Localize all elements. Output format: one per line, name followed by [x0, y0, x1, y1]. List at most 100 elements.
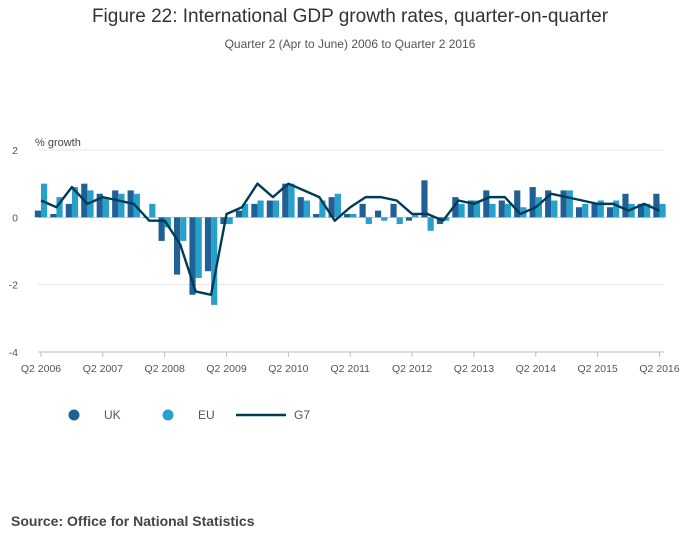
eu-bar	[56, 197, 63, 218]
eu-bar	[242, 203, 249, 218]
uk-bar	[467, 200, 474, 218]
bar-series	[34, 180, 666, 305]
legend-marker-eu	[162, 409, 174, 421]
uk-bar	[282, 183, 289, 218]
eu-bar	[257, 200, 264, 218]
uk-bar	[405, 217, 413, 221]
uk-bar	[653, 193, 660, 218]
uk-bar	[50, 213, 57, 218]
x-tick-label: Q2 2015	[577, 363, 617, 375]
eu-bar	[566, 190, 573, 218]
uk-bar	[65, 203, 72, 218]
uk-bar	[96, 193, 103, 218]
y-tick-label: -4	[9, 347, 18, 359]
eu-bar	[396, 217, 403, 225]
y-tick-label: 2	[12, 145, 18, 157]
uk-bar	[189, 217, 196, 295]
x-tick-label: Q2 2008	[145, 363, 185, 375]
uk-bar	[173, 217, 181, 275]
eu-bar	[149, 203, 156, 218]
uk-bar	[359, 203, 366, 218]
uk-bar	[498, 200, 505, 218]
uk-bar	[158, 217, 165, 241]
eu-bar	[659, 203, 666, 218]
y-axis-title: % growth	[35, 137, 81, 149]
eu-bar	[319, 200, 326, 218]
uk-bar	[622, 193, 629, 218]
legend-label-eu: EU	[198, 408, 215, 422]
eu-bar	[597, 200, 604, 218]
x-tick-label: Q2 2007	[83, 363, 123, 375]
uk-bar	[235, 210, 243, 218]
eu-bar	[613, 200, 620, 218]
line-series	[40, 182, 660, 296]
eu-bar	[334, 193, 341, 218]
uk-bar	[204, 217, 212, 272]
eu-bar	[551, 200, 558, 218]
eu-bar	[644, 203, 651, 218]
uk-bar	[436, 217, 444, 225]
eu-bar	[288, 183, 295, 218]
uk-bar	[545, 190, 552, 218]
eu-bar	[489, 203, 496, 218]
eu-bar	[164, 217, 171, 228]
legend-label-g7: G7	[294, 408, 310, 422]
uk-bar	[637, 203, 645, 218]
uk-bar	[374, 210, 382, 218]
chart-title: Figure 22: International GDP growth rate…	[91, 6, 609, 27]
uk-bar	[328, 197, 335, 218]
eu-bar	[180, 217, 187, 241]
uk-bar	[344, 213, 351, 218]
eu-bar	[118, 193, 125, 218]
uk-bar	[390, 203, 397, 218]
chart-subtitle: Quarter 2 (Apr to June) 2006 to Quarter …	[224, 37, 476, 51]
eu-bar	[102, 197, 110, 218]
eu-bar	[195, 217, 202, 278]
gridlines	[38, 149, 664, 353]
eu-bar	[303, 200, 311, 218]
x-tick-label: Q2 2012	[392, 363, 432, 375]
uk-bar	[560, 190, 567, 218]
eu-bar	[443, 217, 450, 221]
eu-bar	[350, 213, 357, 218]
uk-bar	[421, 180, 428, 218]
eu-bar	[381, 217, 388, 221]
uk-bar	[266, 200, 273, 218]
eu-bar	[211, 217, 218, 305]
x-tick-label: Q2 2006	[21, 363, 61, 375]
uk-bar	[575, 207, 583, 218]
eu-bar	[427, 217, 434, 231]
y-tick-label: -2	[9, 280, 18, 292]
eu-bar	[458, 203, 465, 218]
eu-bar	[473, 200, 481, 218]
x-tick-label: Q2 2010	[268, 363, 308, 375]
eu-bar	[226, 217, 233, 225]
eu-bar	[504, 203, 512, 218]
x-tick-label: Q2 2011	[330, 363, 370, 375]
x-tick-label: Q2 2014	[516, 363, 556, 375]
uk-bar	[313, 213, 320, 218]
eu-bar	[71, 187, 79, 218]
x-tick-label: Q2 2009	[206, 363, 246, 375]
eu-bar	[272, 200, 280, 218]
source-note: Source: Office for National Statistics	[11, 513, 255, 529]
axes: 2 0 -2 -4 % growth Q2 2006 Q2 2007 Q2 2008 Q2 20…	[9, 137, 680, 375]
y-tick-label: 0	[12, 212, 18, 224]
eu-bar	[41, 183, 48, 218]
uk-bar	[591, 203, 598, 218]
uk-bar	[297, 197, 304, 218]
x-tick-label: Q2 2016	[639, 363, 679, 375]
eu-bar	[412, 213, 419, 218]
eu-bar	[365, 217, 372, 225]
legend: UK EU G7	[68, 408, 310, 422]
uk-bar	[606, 207, 614, 218]
eu-bar	[87, 190, 94, 218]
uk-bar	[251, 203, 258, 218]
uk-bar	[112, 190, 119, 218]
uk-bar	[220, 217, 227, 225]
eu-bar	[535, 197, 542, 218]
g7-line	[40, 182, 660, 296]
uk-bar	[514, 190, 521, 218]
uk-bar	[452, 197, 459, 218]
